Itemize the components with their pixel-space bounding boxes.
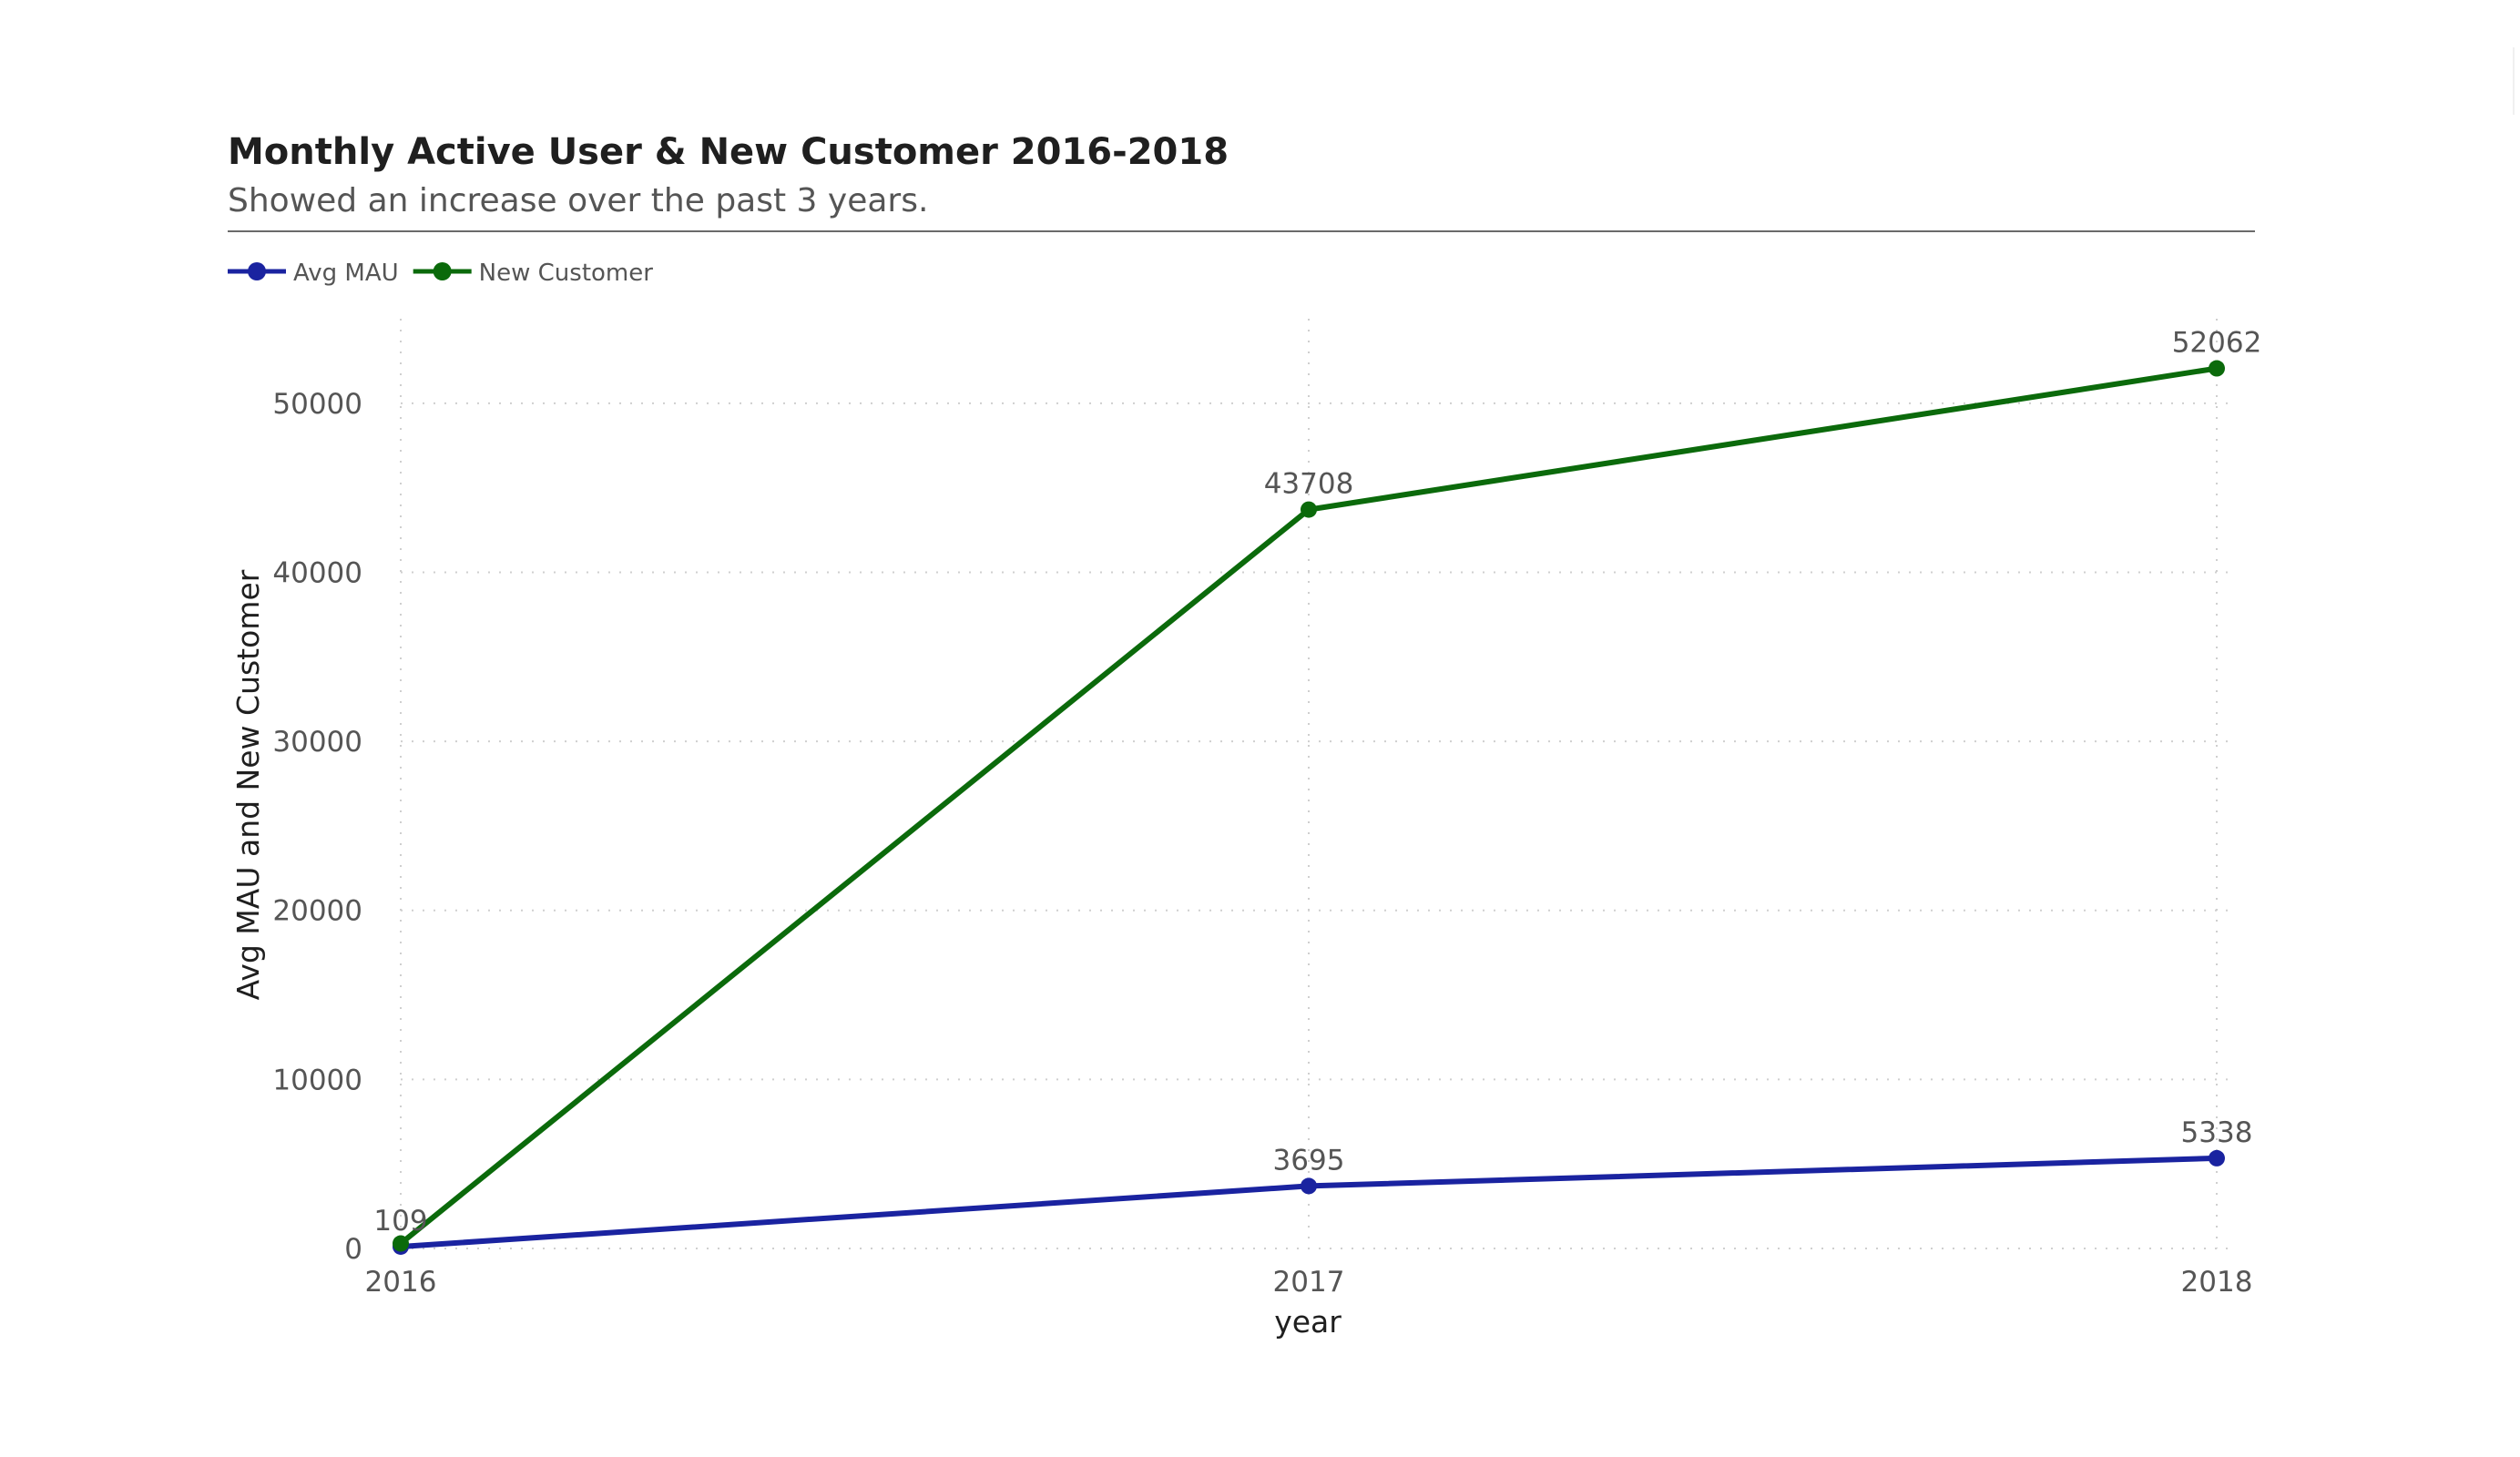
data-point xyxy=(1301,1177,1317,1195)
data-point xyxy=(1301,501,1317,518)
y-tick-label: 10000 xyxy=(272,1064,362,1096)
y-tick-label: 0 xyxy=(344,1233,362,1266)
panel-edge xyxy=(2513,47,2520,115)
legend-marker xyxy=(248,262,266,280)
series-lines xyxy=(393,360,2225,1255)
axis-ticks: 0 10000 20000 30000 40000 50000 2016 2017 2018 xyxy=(272,388,2252,1299)
data-point xyxy=(2209,1149,2225,1167)
legend-label: New Customer xyxy=(479,260,654,287)
data-label: 109 xyxy=(373,1205,427,1238)
y-axis-title: Avg MAU and New Customer xyxy=(230,569,266,1000)
chart-subtitle: Showed an increase over the past 3 years… xyxy=(228,182,928,219)
y-tick-label: 40000 xyxy=(272,556,362,589)
x-tick-label: 2018 xyxy=(2181,1266,2253,1299)
data-label: 3695 xyxy=(1273,1144,1345,1177)
x-tick-label: 2016 xyxy=(365,1266,437,1299)
y-tick-label: 50000 xyxy=(272,388,362,421)
legend: Avg MAU New Customer xyxy=(228,260,653,287)
legend-marker xyxy=(433,262,452,280)
data-label: 52062 xyxy=(2172,327,2262,360)
data-label: 5338 xyxy=(2181,1116,2253,1149)
data-point xyxy=(2209,360,2225,377)
data-labels: 109 3695 5338 43708 52062 xyxy=(373,327,2261,1238)
x-axis-title: year xyxy=(1274,1304,1342,1340)
x-tick-label: 2017 xyxy=(1273,1266,1345,1299)
y-tick-label: 20000 xyxy=(272,895,362,928)
data-label: 43708 xyxy=(1264,468,1354,501)
y-tick-label: 30000 xyxy=(272,726,362,759)
legend-label: Avg MAU xyxy=(293,260,399,287)
grid xyxy=(400,319,2231,1249)
chart-title: Monthly Active User & New Customer 2016-… xyxy=(228,131,1229,173)
data-point xyxy=(393,1235,409,1252)
